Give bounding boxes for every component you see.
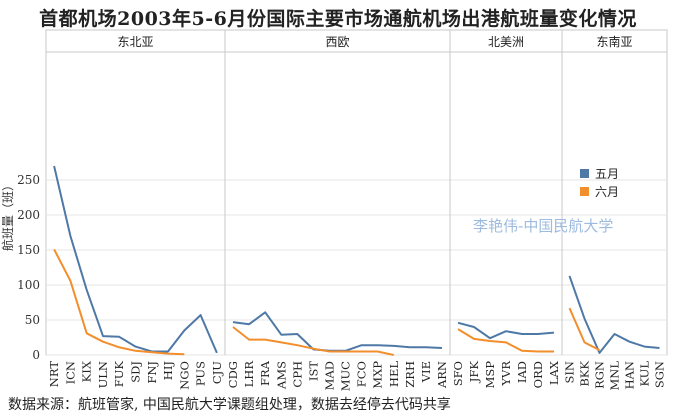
legend-item-may: 五月 xyxy=(580,164,619,182)
x-tick-label: FNJ xyxy=(145,361,159,384)
x-tick-label: RGN xyxy=(593,361,607,389)
x-tick-label: HEL xyxy=(387,361,401,387)
x-tick-label: VIE xyxy=(419,361,433,383)
y-tick-label: 100 xyxy=(17,278,40,292)
x-tick-label: CJU xyxy=(210,361,224,384)
x-tick-label: LAX xyxy=(547,360,561,385)
chart-title: 首都机场2003年5-6月份国际主要市场通航机场出港航班量变化情况 xyxy=(39,8,637,30)
x-tick-label: BKK xyxy=(578,361,592,387)
x-tick-label: NRT xyxy=(47,361,61,388)
x-tick-label: MXP xyxy=(371,361,385,389)
x-tick-label: LHR xyxy=(242,361,256,388)
legend-item-june: 六月 xyxy=(580,182,619,200)
x-tick-label: ORD xyxy=(531,361,545,388)
series-line-june xyxy=(53,248,185,356)
x-tick-label: KIX xyxy=(80,360,94,382)
x-tick-label: SIN xyxy=(563,361,577,383)
x-tick-label: NGO xyxy=(177,361,191,390)
x-tick-label: PUS xyxy=(194,361,208,386)
legend-label-june: 六月 xyxy=(595,184,620,199)
x-tick-label: IAD xyxy=(515,361,529,383)
x-tick-label: MSP xyxy=(483,361,497,389)
legend-swatch-may xyxy=(580,168,589,178)
legend-label-may: 五月 xyxy=(595,166,620,181)
y-tick-label: 250 xyxy=(17,173,40,187)
series-line-may xyxy=(568,275,660,354)
x-tick-label: SGN xyxy=(653,361,667,388)
series-line-may xyxy=(232,311,443,352)
x-tick-label: SFO xyxy=(451,361,465,386)
x-tick-label: ULN xyxy=(96,361,110,388)
watermark: 李艳伟-中国民航大学 xyxy=(473,217,614,235)
x-tick-label: MNL xyxy=(608,361,622,391)
panel-header: 东北亚 xyxy=(117,35,153,49)
x-tick-label: IST xyxy=(306,361,320,381)
panel-header: 东南亚 xyxy=(596,34,632,49)
y-axis-label: 航班量（班） xyxy=(0,179,15,251)
y-tick-label: 150 xyxy=(17,243,40,257)
x-tick-label: JFK xyxy=(467,361,481,384)
panel-header: 北美洲 xyxy=(488,35,524,49)
x-tick-label: SDJ xyxy=(129,361,143,383)
source-note: 数据来源：航班管家, 中国民航大学课题组处理，数据去经停去代码共享 xyxy=(8,397,451,413)
plot-frame xyxy=(45,29,668,356)
x-tick-label: CPH xyxy=(290,361,304,388)
x-tick-label: FCO xyxy=(355,361,369,387)
x-tick-label: ZRH xyxy=(403,361,417,388)
x-tick-label: CDG xyxy=(226,361,240,388)
x-tick-label: FRA xyxy=(258,360,272,386)
series-line-may xyxy=(53,165,218,354)
y-tick-label: 0 xyxy=(32,348,40,362)
x-tick-label: MAD xyxy=(322,361,336,390)
legend-swatch-june xyxy=(580,186,589,196)
series-line-may xyxy=(457,321,555,340)
series-line-june xyxy=(232,326,395,356)
y-tick-label: 50 xyxy=(25,313,40,327)
x-tick-label: FUK xyxy=(112,361,126,388)
x-tick-label: ICN xyxy=(63,361,77,384)
x-tick-label: HIJ xyxy=(161,361,175,381)
y-tick-label: 200 xyxy=(17,208,40,222)
legend: 五月 六月 xyxy=(580,164,619,200)
panel-header: 西欧 xyxy=(325,35,349,49)
x-tick-label: MUC xyxy=(339,361,353,391)
x-tick-label: YVR xyxy=(499,361,513,387)
x-tick-label: HAN xyxy=(623,361,637,389)
series-line-june xyxy=(457,328,554,353)
x-tick-label: AMS xyxy=(274,361,288,390)
x-tick-label: ARN xyxy=(435,361,449,389)
x-tick-label: KUL xyxy=(638,361,652,387)
series-line-june xyxy=(568,307,600,351)
